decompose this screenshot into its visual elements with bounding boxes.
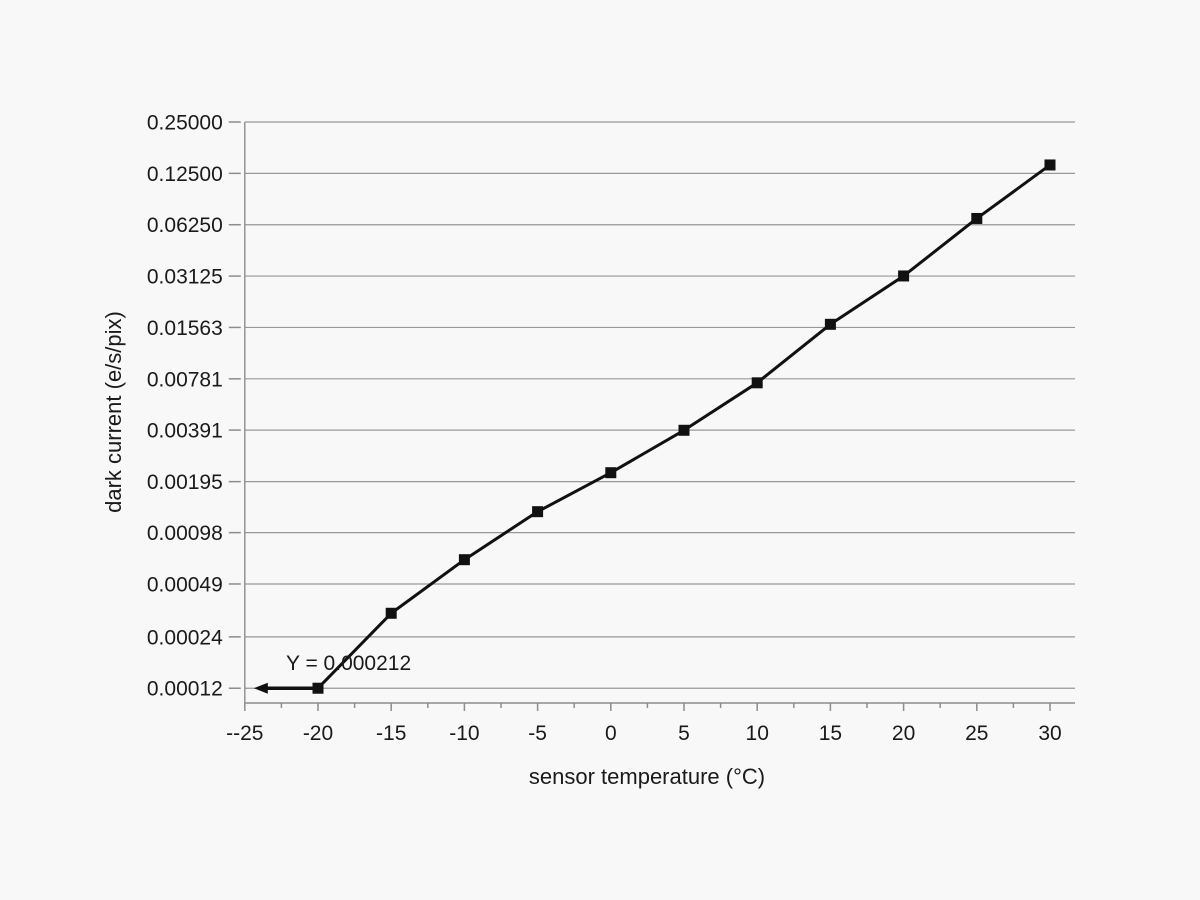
y-tick-label: 0.00098 (147, 522, 223, 545)
data-point-marker[interactable] (751, 377, 763, 389)
x-tick-label: -15 (376, 722, 406, 745)
y-tick-label: 0.03125 (147, 266, 223, 289)
data-point-marker[interactable] (532, 506, 544, 518)
x-tick-label: -10 (449, 722, 479, 745)
y-tick-label: 0.00781 (147, 368, 223, 391)
data-point-marker[interactable] (971, 212, 983, 224)
y-tick-label: 0.00012 (147, 678, 223, 701)
data-point-marker[interactable] (898, 270, 910, 282)
data-point-marker[interactable] (605, 467, 617, 479)
data-point-marker[interactable] (1044, 159, 1056, 171)
x-tick-label: 10 (746, 722, 769, 745)
y-tick-label: 0.00391 (147, 420, 223, 443)
y-tick-label: 0.01563 (147, 317, 223, 340)
x-tick-label: 15 (819, 722, 842, 745)
readout-arrowhead (253, 682, 268, 694)
y-tick-label: 0.00024 (147, 626, 223, 649)
x-tick-label: -20 (303, 722, 333, 745)
x-axis-title: sensor temperature (°C) (528, 764, 766, 789)
y-axis-title: dark current (e/s/pix) (101, 311, 126, 513)
data-point-marker[interactable] (458, 554, 470, 566)
x-tick-label: 5 (678, 722, 690, 745)
readout-label: Y = 0.000212 (286, 652, 412, 675)
x-tick-label: 25 (965, 722, 988, 745)
x-tick-label: -5 (528, 722, 547, 745)
x-tick-label: 0 (605, 722, 617, 745)
x-tick-label: 20 (892, 722, 915, 745)
y-tick-label: 0.25000 (147, 112, 223, 135)
y-tick-label: 0.00049 (147, 573, 223, 596)
y-tick-label: 0.00195 (147, 471, 223, 494)
y-tick-label: 0.06250 (147, 214, 223, 237)
x-tick-label: 30 (1038, 722, 1061, 745)
y-tick-label: 0.12500 (147, 163, 223, 186)
data-point-marker[interactable] (312, 682, 324, 694)
data-point-marker[interactable] (678, 424, 690, 436)
data-point-marker[interactable] (385, 607, 397, 619)
data-point-marker[interactable] (824, 318, 836, 330)
x-tick-label: --25 (226, 722, 263, 745)
